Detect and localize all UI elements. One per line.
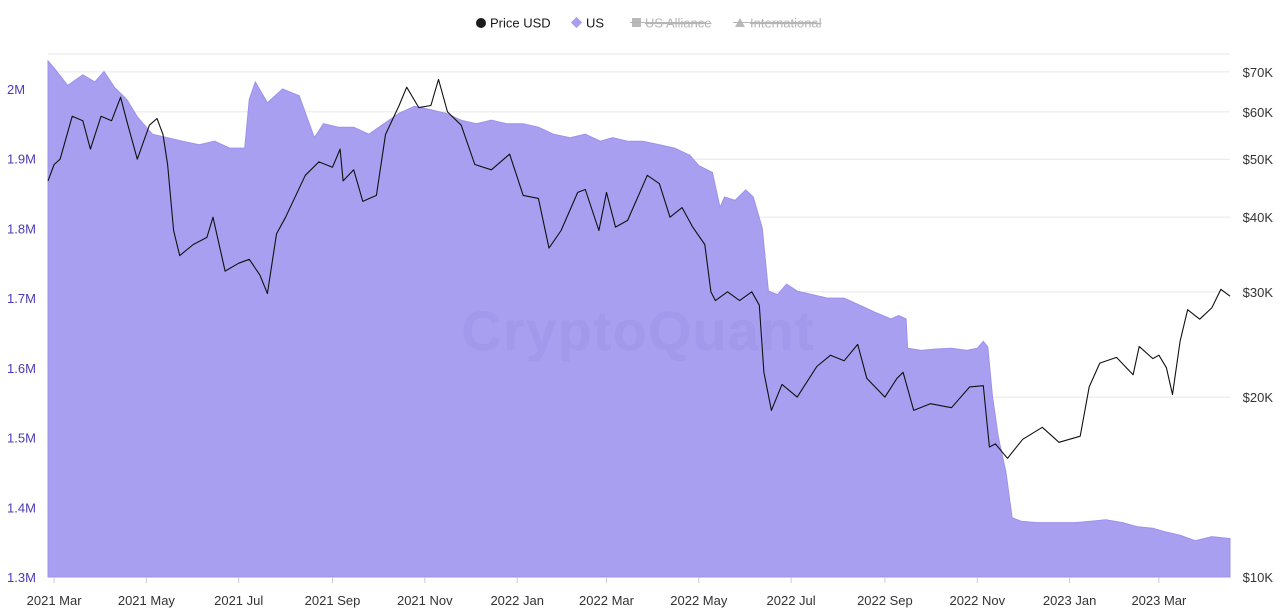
- y-axis-left: 1.3M 1.4M 1.5M 1.6M 1.7M 1.8M 1.9M 2M: [7, 82, 36, 585]
- y-axis-right: $10K $20K $30K $40K $50K $60K $70K: [1243, 65, 1274, 585]
- x-tick-label: 2022 Jan: [490, 593, 544, 608]
- x-tick-label: 2022 Mar: [579, 593, 635, 608]
- x-tick-label: 2022 May: [670, 593, 728, 608]
- y-left-tick-label: 1.3M: [7, 570, 36, 585]
- y-left-tick-label: 1.4M: [7, 500, 36, 515]
- x-tick-label: 2022 Jul: [767, 593, 816, 608]
- us-area[interactable]: [47, 59, 1231, 578]
- legend-label-us: US: [586, 16, 604, 31]
- legend-item-us[interactable]: US: [570, 16, 605, 31]
- price-usd-line[interactable]: [47, 78, 1231, 459]
- y-left-tick-label: 1.7M: [7, 291, 36, 306]
- legend-diamond-marker: [570, 16, 583, 29]
- price-line-layer: [47, 78, 1231, 459]
- x-tick-label: 2021 Jul: [214, 593, 263, 608]
- y-left-tick-label: 1.6M: [7, 361, 36, 376]
- x-tick-label: 2022 Sep: [857, 593, 913, 608]
- y-left-tick-label: 1.5M: [7, 431, 36, 446]
- y-right-tick-label: $50K: [1243, 152, 1274, 167]
- x-tick-label: 2023 Jan: [1043, 593, 1097, 608]
- legend-item-international[interactable]: International: [733, 16, 822, 31]
- legend-item-us-alliance[interactable]: US Alliance: [630, 16, 711, 31]
- y-left-tick-label: 1.9M: [7, 152, 36, 167]
- legend: Price USD US US Alliance International: [476, 16, 822, 31]
- legend-item-price-usd[interactable]: Price USD: [476, 16, 551, 31]
- y-right-tick-label: $10K: [1243, 570, 1274, 585]
- watermark-text: CryptoQuant: [461, 299, 814, 362]
- x-tick-label: 2021 Sep: [305, 593, 361, 608]
- x-axis: 2021 Mar 2021 May 2021 Jul 2021 Sep 2021 Nov…: [27, 577, 1187, 608]
- us-area-layer: [47, 59, 1231, 578]
- legend-label-price-usd: Price USD: [490, 16, 551, 31]
- y-right-tick-label: $20K: [1243, 390, 1274, 405]
- y-right-tick-label: $70K: [1243, 65, 1274, 80]
- watermark-layer: CryptoQuant: [461, 299, 814, 362]
- legend-circle-marker: [476, 18, 486, 28]
- y-right-tick-label: $30K: [1243, 285, 1274, 300]
- x-tick-label: 2021 May: [118, 593, 176, 608]
- x-tick-label: 2022 Nov: [949, 593, 1005, 608]
- y-left-tick-label: 2M: [7, 82, 25, 97]
- x-tick-label: 2023 Mar: [1131, 593, 1187, 608]
- y-right-tick-label: $60K: [1243, 105, 1274, 120]
- y-left-tick-label: 1.8M: [7, 221, 36, 236]
- x-tick-label: 2021 Mar: [27, 593, 83, 608]
- x-tick-label: 2021 Nov: [397, 593, 453, 608]
- y-right-tick-label: $40K: [1243, 210, 1274, 225]
